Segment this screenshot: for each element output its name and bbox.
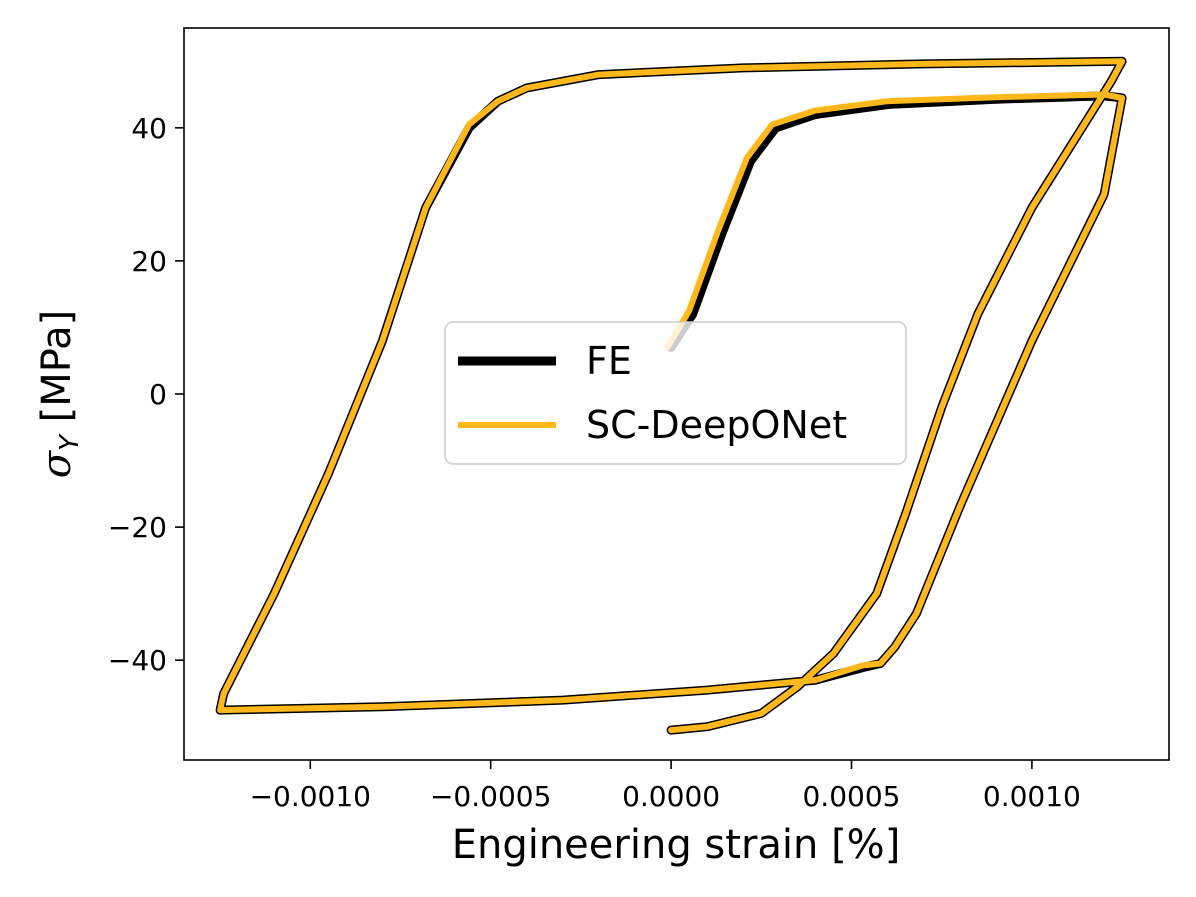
y-axis-label-unit: [MPa] [34, 310, 80, 435]
legend-label-fe: FE [586, 339, 632, 383]
x-axis: −0.0010 −0.0005 0.0000 0.0005 0.0010 [250, 760, 1081, 813]
legend: FE SC-DeepONet [444, 321, 907, 465]
legend-box [444, 321, 907, 465]
y-tick-label: −40 [108, 644, 167, 677]
y-axis-label: σY [MPa] [34, 310, 85, 478]
y-tick-label: −20 [108, 511, 167, 544]
x-tick-label: 0.0005 [802, 780, 900, 813]
legend-label-sc-deeponet: SC-DeepONet [586, 403, 847, 447]
y-axis-label-symbol: σ [34, 449, 80, 478]
y-tick-label: 0 [149, 378, 167, 411]
y-tick-label: 20 [131, 245, 167, 278]
x-tick-label: 0.0000 [622, 780, 720, 813]
y-tick-label: 40 [131, 112, 167, 145]
x-tick-label: −0.0005 [430, 780, 551, 813]
y-axis-label-subscript: Y [55, 433, 85, 451]
series-line-sc-deeponet [217, 58, 1126, 734]
y-axis: −40 −20 0 20 40 [108, 112, 184, 677]
x-axis-label: Engineering strain [%] [452, 822, 901, 868]
series-layer [215, 56, 1127, 735]
x-tick-label: −0.0010 [250, 780, 371, 813]
x-tick-label: 0.0010 [983, 780, 1081, 813]
